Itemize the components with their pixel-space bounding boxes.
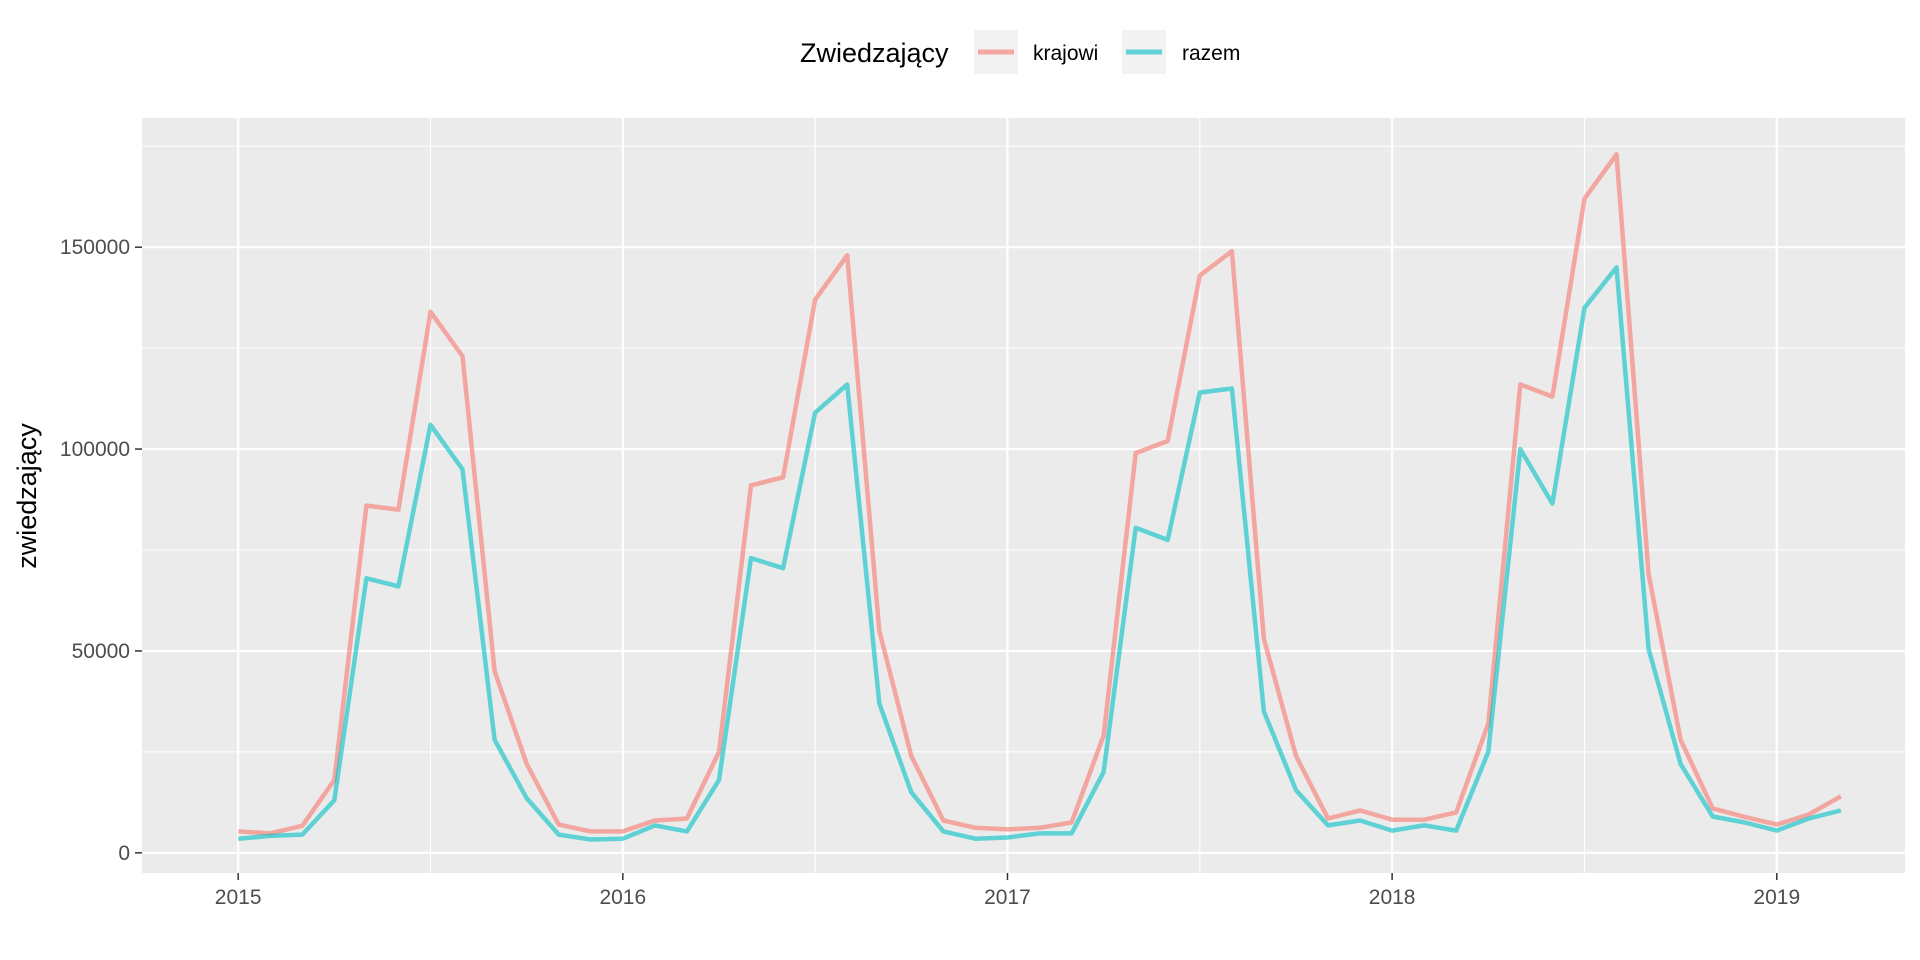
x-axis: 2015 2016 2017 2018 2019 xyxy=(215,873,1800,909)
y-tick-label: 100000 xyxy=(60,438,130,461)
series-line-razem xyxy=(238,265,1842,842)
y-axis: 0 50000 100000 150000 xyxy=(60,236,142,865)
y-tick-label: 0 xyxy=(118,842,130,865)
plot-panel xyxy=(142,118,1905,873)
grid-major xyxy=(142,118,1905,873)
x-tick-label: 2017 xyxy=(984,886,1031,909)
y-tick-label: 50000 xyxy=(72,640,130,663)
legend: Zwiedzający krajowi razem xyxy=(800,30,1240,74)
y-tick-label: 150000 xyxy=(60,236,130,259)
series-layer xyxy=(238,152,1843,842)
x-tick-label: 2018 xyxy=(1369,886,1416,909)
y-axis-title: zwiedzający xyxy=(12,423,42,569)
grid-minor xyxy=(142,118,1905,873)
x-tick-label: 2019 xyxy=(1753,886,1800,909)
x-tick-label: 2016 xyxy=(599,886,646,909)
series-line-krajowi xyxy=(238,152,1843,836)
legend-title: Zwiedzający xyxy=(800,38,949,68)
legend-label-razem: razem xyxy=(1182,42,1240,65)
x-tick-label: 2015 xyxy=(215,886,262,909)
legend-label-krajowi: krajowi xyxy=(1033,42,1098,65)
